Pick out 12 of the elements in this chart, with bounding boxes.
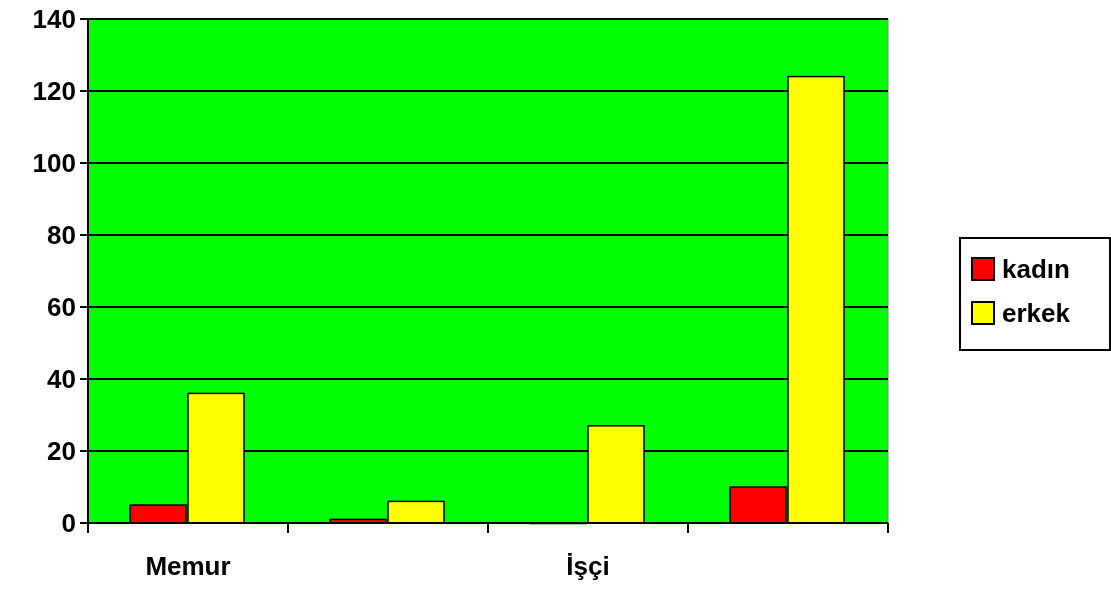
legend-label: erkek [1002, 298, 1071, 329]
y-tick-label: 120 [32, 76, 76, 107]
x-tick-label: İşçi [566, 551, 610, 581]
y-tick-label: 40 [47, 364, 76, 395]
y-tick-label: 100 [32, 148, 76, 179]
y-tick-label: 0 [61, 508, 76, 539]
y-tick-label: 140 [32, 4, 76, 35]
legend-label: kadın [1002, 254, 1070, 285]
y-tick-label: 80 [47, 220, 76, 251]
y-tick-label: 60 [47, 292, 76, 323]
x-tick-label: Memur [145, 551, 231, 581]
y-tick-label: 20 [47, 436, 76, 467]
